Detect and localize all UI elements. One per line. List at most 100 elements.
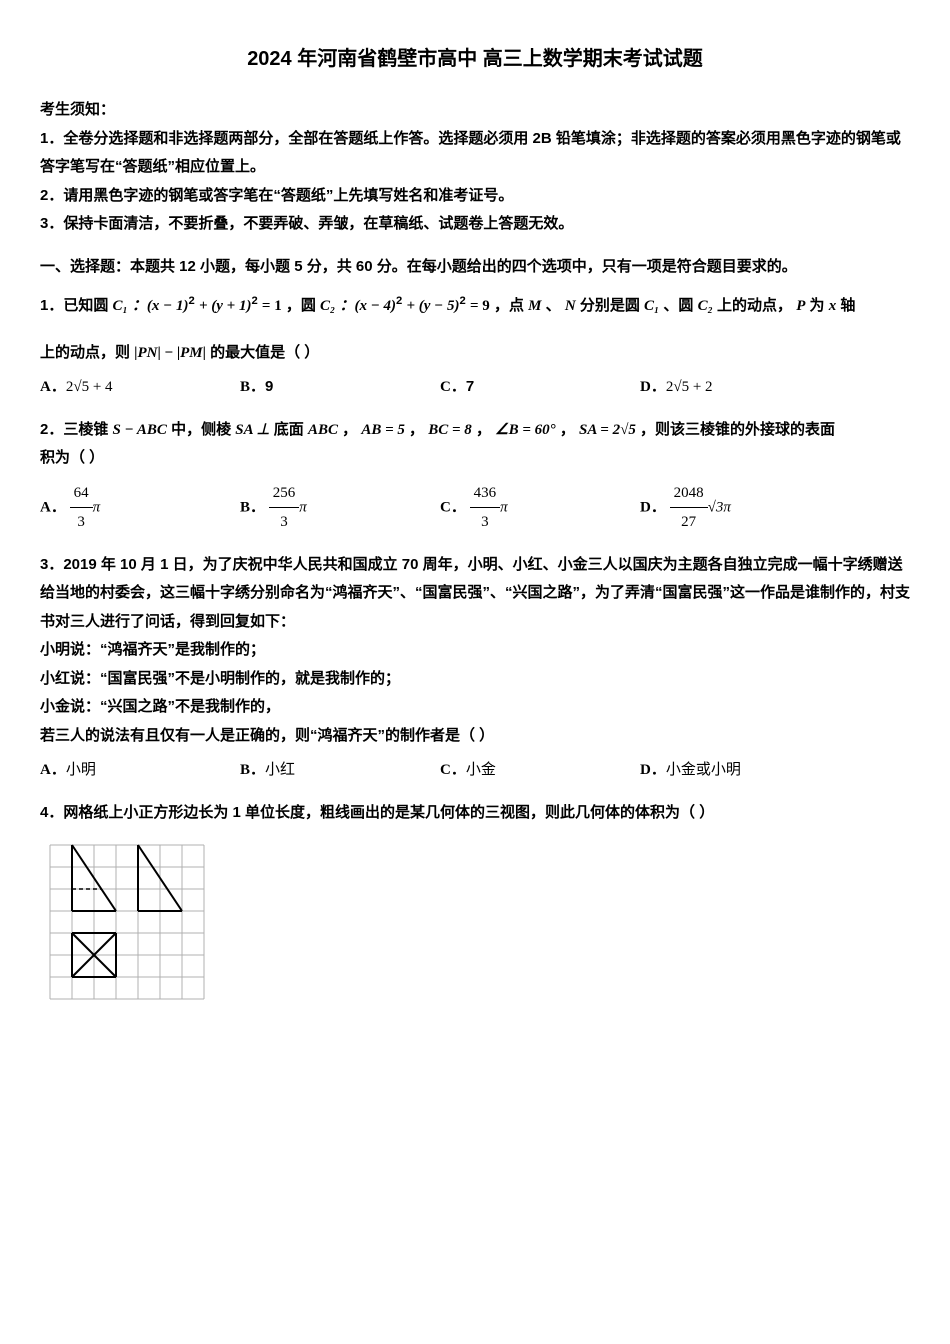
- q1-c2eq-a: ：(x − 4): [339, 298, 396, 314]
- q2-t1: 中，侧棱: [171, 421, 235, 438]
- q2-t2: 底面: [274, 421, 308, 438]
- label-a: A．: [40, 379, 66, 395]
- q2-t4: ，: [409, 421, 424, 438]
- q1-mid5: 、圆: [663, 297, 697, 314]
- q1-sq4: 2: [460, 295, 466, 307]
- grid-svg: [40, 835, 214, 1009]
- q1-sq2: 2: [251, 295, 257, 307]
- q2-c-num: 436: [470, 479, 501, 509]
- q2-sa-perp: SA ⊥: [235, 422, 269, 438]
- q2-b-den: 3: [269, 508, 300, 537]
- q2-t5: ，: [476, 421, 491, 438]
- q2-d-den: 27: [670, 508, 708, 537]
- label-b: B．: [240, 499, 265, 515]
- question-1: 1．已知圆 C₁ ：(x − 1)2 + (y + 1)2 = 1 ，圆 C₂ …: [40, 291, 910, 321]
- question-3-p1: 3．2019 年 10 月 1 日，为了庆祝中华人民共和国成立 70 周年，小明…: [40, 551, 910, 637]
- q1-pm: PM: [180, 345, 203, 361]
- q1-option-c: C．7: [440, 373, 580, 402]
- q3-option-a: A．小明: [40, 756, 180, 785]
- q2-angb: ∠B = 60°: [495, 422, 556, 438]
- q2-ab: AB = 5: [361, 422, 405, 438]
- q1-l2b: 的最大值是（ ）: [210, 344, 319, 361]
- q1-d-val: 2√5 + 2: [666, 379, 713, 395]
- q1-option-a: A．2√5 + 4: [40, 373, 180, 402]
- notice-header: 考生须知：: [40, 96, 910, 125]
- q1-option-d: D．2√5 + 2: [640, 373, 780, 402]
- page-title: 2024 年河南省鹤壁市高中 高三上数学期末考试试题: [40, 40, 910, 78]
- q1-c2eq-c: = 9: [470, 298, 490, 314]
- q2-a-den: 3: [70, 508, 93, 537]
- label-c: C．: [440, 379, 466, 395]
- q1-text: 1．已知圆: [40, 297, 113, 314]
- q2-b-pi: π: [299, 499, 307, 515]
- section-1-header: 一、选择题：本题共 12 小题，每小题 5 分，共 60 分。在每小题给出的四个…: [40, 253, 910, 282]
- q4-three-view-diagram: [40, 835, 910, 1020]
- q2-a-pi: π: [93, 499, 101, 515]
- q1-c-val: 7: [466, 378, 474, 395]
- q2-d-suffix: √3π: [708, 499, 731, 515]
- label-a: A．: [40, 499, 66, 515]
- q2-options: A． 643π B． 2563π C． 4363π D． 204827√3π: [40, 479, 910, 537]
- q2-option-a: A． 643π: [40, 479, 180, 537]
- q3-d-val: 小金或小明: [666, 762, 741, 778]
- q2-c-frac: 4363: [470, 479, 501, 537]
- q2-b-num: 256: [269, 479, 300, 509]
- q1-c2: C₂: [320, 298, 335, 314]
- question-3-s3: 小金说：“兴国之路”不是我制作的，: [40, 693, 910, 722]
- question-1-line2: 上的动点，则 |PN| − |PM| 的最大值是（ ）: [40, 339, 910, 368]
- q1-mid1: ，圆: [286, 297, 320, 314]
- q1-x: x: [829, 298, 837, 314]
- label-c: C．: [440, 499, 466, 515]
- q1-p: P: [796, 298, 805, 314]
- q2-sabc: S − ABC: [113, 422, 167, 438]
- question-2-line2: 积为（ ）: [40, 444, 910, 473]
- q1-abs-m: | − |: [157, 345, 180, 361]
- question-3-s2: 小红说：“国富民强”不是小明制作的，就是我制作的；: [40, 665, 910, 694]
- q3-option-d: D．小金或小明: [640, 756, 780, 785]
- q2-c-den: 3: [470, 508, 501, 537]
- q1-mid8: 轴: [840, 297, 855, 314]
- q1-pn: PN: [137, 345, 157, 361]
- q2-abc: ABC: [308, 422, 338, 438]
- notice-3: 3．保持卡面清洁，不要折叠，不要弄破、弄皱，在草稿纸、试题卷上答题无效。: [40, 210, 910, 239]
- q1-sq1: 2: [189, 295, 195, 307]
- q1-mid7: 为: [810, 297, 829, 314]
- label-c: C．: [440, 762, 466, 778]
- q1-mid4: 分别是圆: [580, 297, 644, 314]
- q2-bc: BC = 8: [428, 422, 472, 438]
- q3-option-c: C．小金: [440, 756, 580, 785]
- question-4: 4．网格纸上小正方形边长为 1 单位长度，粗线画出的是某几何体的三视图，则此几何…: [40, 799, 910, 828]
- label-d: D．: [640, 499, 666, 515]
- q1-m: M: [528, 298, 541, 314]
- q1-mid6: 上的动点，: [717, 297, 792, 314]
- q3-options: A．小明 B．小红 C．小金 D．小金或小明: [40, 756, 910, 785]
- q3-c-val: 小金: [466, 762, 496, 778]
- q2-a-frac: 643: [70, 479, 93, 537]
- label-d: D．: [640, 379, 666, 395]
- question-2: 2．三棱锥 S − ABC 中，侧棱 SA ⊥ 底面 ABC ， AB = 5 …: [40, 416, 910, 445]
- label-a: A．: [40, 762, 66, 778]
- question-3-s1: 小明说：“鸿福齐天”是我制作的；: [40, 636, 910, 665]
- q1-c1b: C₁: [644, 298, 659, 314]
- q1-option-b: B．9: [240, 373, 380, 402]
- q1-c1eq-c: = 1: [262, 298, 282, 314]
- label-d: D．: [640, 762, 666, 778]
- q2-t6: ，: [560, 421, 575, 438]
- label-b: B．: [240, 762, 265, 778]
- q1-sq3: 2: [396, 295, 402, 307]
- q1-c1: C₁: [113, 298, 128, 314]
- q3-b-val: 小红: [265, 762, 295, 778]
- q2-pre: 2．三棱锥: [40, 421, 113, 438]
- q2-t3: ，: [342, 421, 357, 438]
- q1-c1eq-b: + (y + 1): [199, 298, 252, 314]
- q1-c1eq-a: ：(x − 1): [132, 298, 189, 314]
- q1-n: N: [565, 298, 576, 314]
- q2-option-d: D． 204827√3π: [640, 479, 780, 537]
- q1-l2a: 上的动点，则: [40, 344, 134, 361]
- q2-option-b: B． 2563π: [240, 479, 380, 537]
- q1-mid2: ，点: [494, 297, 528, 314]
- label-b: B．: [240, 379, 265, 395]
- question-3-p2: 若三人的说法有且仅有一人是正确的，则“鸿福齐天”的制作者是（ ）: [40, 722, 910, 751]
- notice-1: 1．全卷分选择题和非选择题两部分，全部在答题纸上作答。选择题必须用 2B 铅笔填…: [40, 125, 910, 182]
- q1-a-val: 2√5 + 4: [66, 379, 113, 395]
